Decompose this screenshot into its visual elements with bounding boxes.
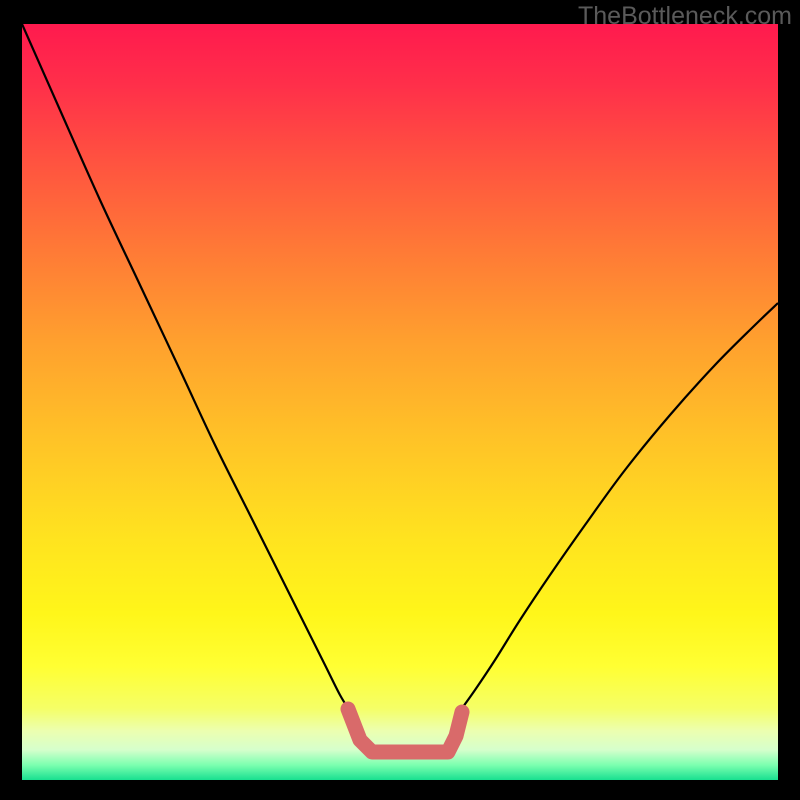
plot-area (22, 24, 778, 780)
plot-svg (22, 24, 778, 780)
chart-frame: TheBottleneck.com (0, 0, 800, 800)
gradient-rect (22, 24, 778, 780)
